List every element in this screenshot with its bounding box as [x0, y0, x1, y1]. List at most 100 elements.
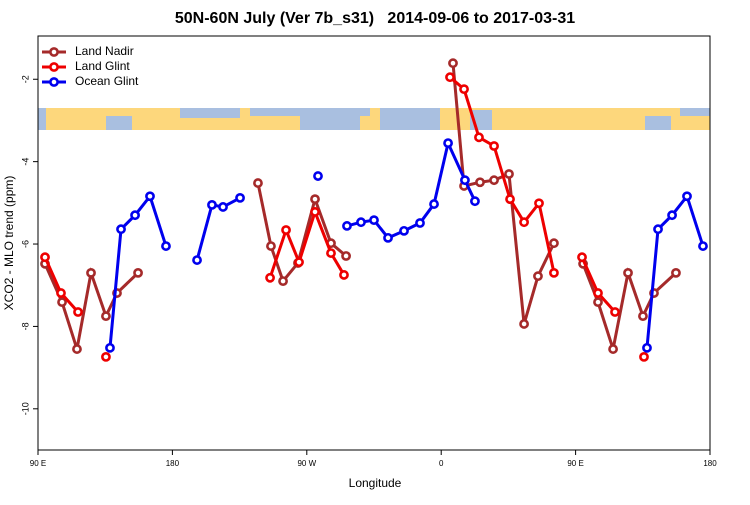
point: [101, 311, 111, 322]
x-tick-label: 0: [439, 459, 444, 468]
point: [429, 199, 439, 209]
point: [72, 344, 82, 354]
point: [339, 270, 349, 280]
point: [475, 177, 485, 188]
plot-frame: [37, 35, 711, 451]
point: [56, 288, 66, 298]
point: [667, 210, 677, 221]
point: [130, 210, 140, 221]
point: [534, 198, 544, 209]
point: [281, 225, 291, 235]
point: [310, 194, 320, 205]
map-sea: [180, 108, 240, 118]
point: [470, 196, 480, 207]
x-tick-label: 90 E: [567, 459, 583, 468]
series-line: [346, 138, 477, 240]
point: [443, 138, 453, 149]
point: [145, 191, 155, 202]
point: [192, 255, 202, 265]
legend-marker: [49, 47, 59, 57]
point: [519, 217, 529, 228]
point: [253, 178, 263, 188]
point: [698, 241, 708, 251]
x-axis-label: Longitude: [349, 476, 402, 490]
point: [235, 192, 245, 203]
y-tick-label: -8: [20, 322, 30, 330]
x-tick-label: 180: [703, 459, 717, 468]
point: [593, 288, 603, 298]
series: [40, 72, 649, 362]
point: [533, 271, 543, 282]
map-sea: [38, 108, 46, 130]
series-line: [256, 182, 348, 285]
point: [682, 191, 692, 202]
point: [608, 344, 618, 354]
legend-marker: [49, 62, 59, 72]
point: [671, 267, 681, 278]
x-tick-label: 90 W: [297, 459, 316, 468]
point: [549, 267, 559, 278]
y-tick-label: -10: [20, 402, 30, 415]
point: [549, 238, 559, 249]
point: [57, 297, 67, 308]
map-sea: [380, 108, 440, 130]
point: [610, 307, 620, 317]
point: [310, 206, 320, 217]
point: [623, 267, 633, 278]
point: [577, 252, 587, 263]
point: [460, 175, 470, 186]
point: [519, 319, 529, 329]
point: [638, 311, 648, 322]
point: [459, 84, 469, 95]
point: [207, 199, 217, 210]
legend-marker: [49, 77, 59, 87]
point: [356, 217, 366, 228]
series: [105, 138, 708, 353]
legend-label: Land Nadir: [75, 44, 134, 58]
point: [369, 215, 379, 226]
point: [505, 194, 515, 205]
point: [504, 169, 514, 179]
legend-label: Ocean Glint: [75, 74, 139, 88]
point: [415, 218, 425, 228]
series-line: [195, 196, 241, 261]
map-sea: [300, 108, 360, 130]
point: [40, 252, 50, 263]
point: [101, 352, 111, 362]
map-sea: [645, 116, 671, 130]
point: [448, 58, 458, 69]
point: [474, 132, 484, 143]
chart-title: 50N-60N July (Ver 7b_s31) 2014-09-06 to …: [175, 10, 575, 27]
map-sea: [106, 116, 132, 130]
point: [383, 232, 393, 243]
series-line: [449, 76, 556, 274]
point: [86, 267, 96, 278]
point: [116, 224, 126, 235]
point: [326, 248, 336, 258]
map-sea: [680, 108, 710, 116]
point: [265, 272, 275, 283]
point: [445, 72, 455, 83]
legend-label: Land Glint: [75, 59, 130, 73]
x-tick-label: 180: [166, 459, 180, 468]
map-strip: [38, 108, 710, 130]
y-tick-label: -2: [20, 75, 30, 83]
point: [593, 297, 603, 308]
y-axis-label: XCO2 - MLO trend (ppm): [2, 176, 16, 311]
point: [341, 251, 351, 261]
series: [40, 58, 681, 354]
point: [266, 241, 276, 251]
point: [73, 307, 83, 317]
point: [105, 342, 115, 353]
point: [653, 224, 663, 235]
point: [313, 171, 323, 181]
y-tick-label: -6: [20, 240, 30, 248]
point: [278, 276, 288, 287]
point: [642, 342, 652, 353]
point: [639, 352, 649, 362]
point: [489, 175, 499, 186]
map-land: [38, 108, 710, 130]
point: [218, 202, 228, 212]
